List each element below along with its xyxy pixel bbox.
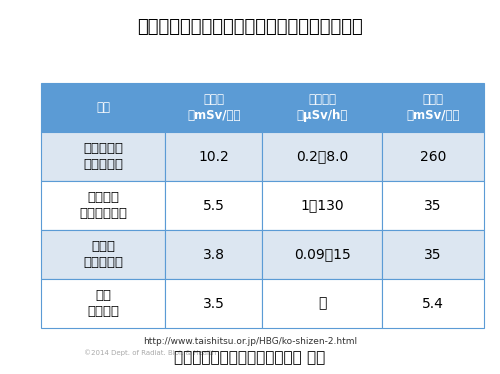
Text: 35: 35 xyxy=(424,248,442,261)
Bar xyxy=(41,230,165,279)
Bar xyxy=(165,83,262,132)
Text: 0.2～8.0: 0.2～8.0 xyxy=(296,150,348,163)
Bar xyxy=(382,132,484,181)
Text: ケララ
（インド）: ケララ （インド） xyxy=(83,240,123,269)
Bar xyxy=(262,83,382,132)
Bar xyxy=(165,230,262,279)
Text: 「放射線学入門」産業医科大学 より: 「放射線学入門」産業医科大学 より xyxy=(174,350,326,365)
Bar xyxy=(41,181,165,230)
Bar xyxy=(382,181,484,230)
Text: 3.5: 3.5 xyxy=(203,297,224,310)
Bar xyxy=(262,230,382,279)
Bar xyxy=(262,181,382,230)
Text: 5.5: 5.5 xyxy=(203,199,224,212)
Text: 1～130: 1～130 xyxy=(300,199,344,212)
Text: 陽江
（中国）: 陽江 （中国） xyxy=(87,289,119,318)
Bar xyxy=(382,83,484,132)
Text: ラムサール
（イラン）: ラムサール （イラン） xyxy=(83,142,123,171)
Text: －: － xyxy=(318,297,326,310)
Text: 10.2: 10.2 xyxy=(198,150,229,163)
Text: ガラパリ
（ブラジル）: ガラパリ （ブラジル） xyxy=(79,191,127,220)
Text: 線量範囲
（μSv/h）: 線量範囲 （μSv/h） xyxy=(296,93,348,122)
Bar xyxy=(165,132,262,181)
Text: ©2014 Dept. of Radiat. Biol. & Health: ©2014 Dept. of Radiat. Biol. & Health xyxy=(84,349,216,356)
Text: 260: 260 xyxy=(420,150,446,163)
Text: 0.09～15: 0.09～15 xyxy=(294,248,350,261)
Text: 3.8: 3.8 xyxy=(203,248,225,261)
Bar xyxy=(165,279,262,328)
Text: 最高値
（mSv/年）: 最高値 （mSv/年） xyxy=(406,93,460,122)
Bar xyxy=(165,181,262,230)
Bar xyxy=(41,132,165,181)
Text: 地域: 地域 xyxy=(96,101,110,114)
Bar xyxy=(41,279,165,328)
Bar xyxy=(262,279,382,328)
Bar xyxy=(262,132,382,181)
Text: 35: 35 xyxy=(424,199,442,212)
Text: 5.4: 5.4 xyxy=(422,297,444,310)
Bar xyxy=(382,279,484,328)
Text: 世界の高自然放射線地域における大地放射線量: 世界の高自然放射線地域における大地放射線量 xyxy=(137,18,363,36)
Bar xyxy=(382,230,484,279)
Text: http://www.taishitsu.or.jp/HBG/ko-shizen-2.html: http://www.taishitsu.or.jp/HBG/ko-shizen… xyxy=(143,337,357,346)
Bar xyxy=(41,83,165,132)
Text: 平均値
（mSv/年）: 平均値 （mSv/年） xyxy=(187,93,240,122)
